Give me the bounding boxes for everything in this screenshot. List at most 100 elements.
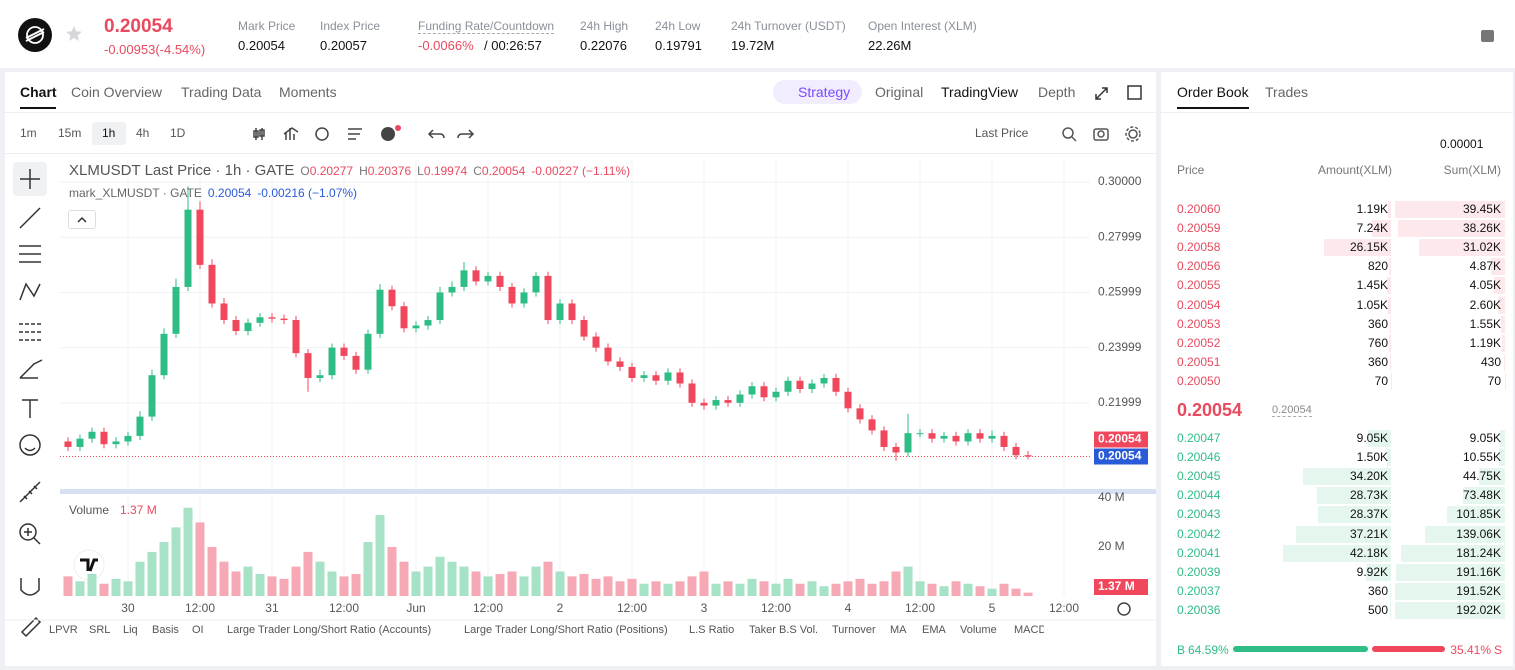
stat-label: 24h Low (655, 19, 701, 33)
book-price[interactable]: 0.20046 (1177, 450, 1221, 465)
last-price-label: 0.20054 (1098, 432, 1142, 446)
chart-tab[interactable]: Moments (279, 84, 337, 100)
indicator[interactable]: Turnover (832, 624, 876, 636)
book-price[interactable]: 0.20047 (1177, 431, 1221, 445)
volume-bar (555, 571, 565, 596)
book-price[interactable]: 0.20060 (1177, 202, 1221, 216)
book-price[interactable]: 0.20042 (1177, 526, 1221, 541)
candle-body (256, 317, 264, 323)
book-price[interactable]: 0.20036 (1177, 602, 1221, 617)
book-price[interactable]: 0.20050 (1177, 373, 1221, 388)
amount-bar (1388, 296, 1391, 314)
indicator[interactable]: SRL (89, 624, 111, 636)
toolbar-icons[interactable] (250, 124, 480, 144)
indicator[interactable]: Basis (152, 624, 179, 636)
interval[interactable]: 1D (170, 126, 186, 140)
book-price[interactable]: 0.20041 (1177, 545, 1221, 560)
book-amount: 9.92K (1356, 564, 1388, 579)
book-tab[interactable]: Order Book (1177, 84, 1249, 100)
divider (5, 153, 1156, 154)
view-tab[interactable]: Depth (1038, 84, 1076, 100)
favorite-star[interactable] (64, 24, 84, 44)
candle-body (160, 333, 168, 376)
indicator[interactable]: LPVR (49, 624, 78, 636)
buy-label: 64.59% (1188, 643, 1229, 657)
volume-bar (735, 583, 745, 596)
stat-label: Open Interest (XLM) (868, 19, 977, 33)
interval[interactable]: 1h (102, 126, 116, 140)
book-price[interactable]: 0.20051 (1177, 354, 1221, 369)
indicator[interactable]: Large Trader Long/Short Ratio (Positions… (464, 624, 668, 636)
book-price[interactable]: 0.20059 (1177, 221, 1221, 236)
indicator[interactable]: EMA (922, 624, 946, 636)
indicator[interactable]: Volume (960, 624, 997, 636)
candle-body (664, 372, 672, 381)
interval[interactable]: 4h (136, 126, 150, 140)
axis-settings[interactable] (1117, 602, 1131, 616)
book-sum: 38.26K (1462, 221, 1501, 236)
volume-bar (447, 561, 457, 596)
coin-logo (18, 18, 52, 52)
book-price[interactable]: 0.20045 (1177, 469, 1221, 484)
indicator[interactable]: Taker B.S Vol. (749, 624, 819, 636)
candle-body (580, 320, 588, 337)
mark-title: mark_XLMUSDT · GATE (69, 186, 202, 200)
candle-body (676, 372, 684, 384)
book-price[interactable]: 0.20054 (1177, 297, 1221, 312)
chart-tab[interactable]: Chart (20, 84, 57, 100)
book-price[interactable]: 0.20056 (1177, 259, 1221, 274)
indicator[interactable]: Large Trader Long/Short Ratio (Accounts) (227, 624, 432, 636)
indicator[interactable]: MA (890, 624, 907, 636)
sell-bar (1371, 646, 1445, 652)
indicator[interactable]: Liq (123, 624, 138, 636)
book-sum: 1.19K (1469, 335, 1501, 350)
collapse-button[interactable] (68, 210, 96, 229)
candle-body (1012, 446, 1020, 456)
strategy-pill[interactable] (773, 80, 862, 104)
book-price[interactable]: 0.20052 (1177, 335, 1221, 350)
tick-size[interactable]: 0.00001 (1440, 137, 1484, 151)
candle-body (292, 320, 300, 354)
book-price[interactable]: 0.20039 (1177, 564, 1221, 579)
panel-icons[interactable] (1093, 84, 1145, 102)
volume-badge (1094, 579, 1148, 595)
toolbar-right-icons[interactable] (1060, 124, 1145, 144)
chart-tab[interactable]: Coin Overview (71, 84, 163, 100)
indicator[interactable]: OI (192, 624, 204, 636)
candle-body (136, 416, 144, 436)
settings-icon[interactable] (1480, 28, 1496, 44)
view-tab[interactable]: TradingView (941, 84, 1019, 100)
drawing-tools[interactable] (12, 160, 50, 640)
volume-bar (135, 561, 145, 596)
interval[interactable]: 15m (58, 126, 82, 140)
price-type[interactable]: Last Price (975, 126, 1029, 140)
view-tab[interactable]: Strategy (798, 84, 851, 100)
candle-body (652, 375, 660, 381)
interval[interactable]: 1m (20, 126, 37, 140)
book-tab[interactable]: Trades (1265, 84, 1309, 100)
book-price[interactable]: 0.20037 (1177, 583, 1221, 598)
legend-title: XLMUSDT Last Price · 1h · GATE (69, 162, 295, 179)
amount-bar (1303, 468, 1391, 486)
book-price[interactable]: 0.20043 (1177, 507, 1221, 522)
book-price[interactable]: 0.20058 (1177, 240, 1221, 255)
book-price[interactable]: 0.20044 (1177, 488, 1221, 503)
volume-tick-label: 20 M (1098, 539, 1125, 553)
amount-bar (1283, 544, 1391, 562)
indicator[interactable]: MACD (1014, 624, 1044, 636)
legend-ohlc: O0.20277 (300, 164, 353, 178)
view-tab[interactable]: Original (875, 84, 924, 100)
volume-bar (843, 581, 853, 596)
book-sum: 4.05K (1469, 278, 1501, 293)
book-price[interactable]: 0.20053 (1177, 316, 1221, 331)
ohlc-key: C (473, 164, 482, 178)
col-head: Amount(XLM) (1317, 163, 1392, 177)
candle-body (904, 433, 912, 453)
book-price[interactable]: 0.20055 (1177, 278, 1221, 293)
book-amount: 1.19K (1356, 202, 1388, 216)
divider (1161, 112, 1513, 113)
x-tick-label: Jun (406, 601, 425, 615)
chart-tab[interactable]: Trading Data (181, 84, 262, 100)
stat-value: 0.22076 (580, 38, 627, 53)
indicator[interactable]: L.S Ratio (689, 624, 735, 636)
